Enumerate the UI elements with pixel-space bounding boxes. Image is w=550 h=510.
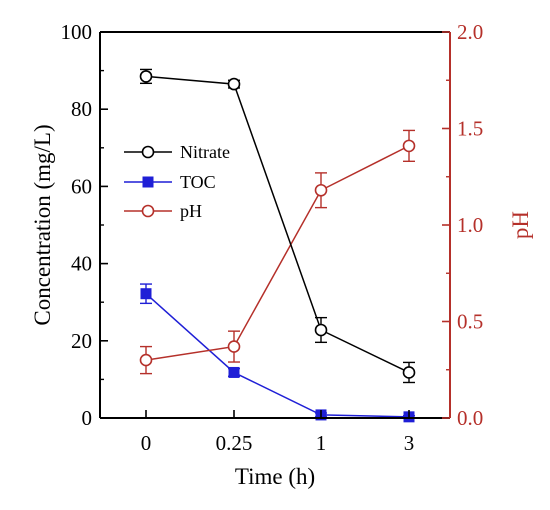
right-tick-label: 2.0 [457,20,483,44]
data-point [227,340,241,353]
legend-label: TOC [180,172,216,192]
series-ph [139,129,416,375]
legend-label: Nitrate [180,142,230,162]
x-axis-title: Time (h) [235,464,315,489]
y2-axis-title: pH [508,211,533,239]
x-tick-label: 1 [316,431,327,455]
right-tick-label: 1.5 [457,117,483,141]
data-point [141,145,155,159]
data-point [139,70,153,83]
legend-item-ph: pH [124,201,202,221]
series-line [145,293,410,418]
legend-item-toc: TOC [124,172,216,192]
legend: Nitrate TOC pH [124,142,230,221]
series-line [145,145,410,361]
right-tick-label: 0.0 [457,406,483,430]
left-tick-label: 0 [82,406,93,430]
data-point [402,366,416,379]
series-toc [140,283,415,423]
right-tick-label: 1.0 [457,213,483,237]
data-point [228,366,240,378]
left-tick-label: 60 [71,174,92,198]
data-point [314,323,328,337]
left-tick-label: 20 [71,329,92,353]
left-tick-label: 40 [71,252,92,276]
data-point [142,176,154,188]
legend-item-nitrate: Nitrate [124,142,230,162]
series-nitrate [139,68,416,384]
series-line [145,75,410,374]
data-point [227,77,241,91]
right-tick-label: 0.5 [457,310,483,334]
left-tick-label: 80 [71,97,92,121]
legend-label: pH [180,201,202,221]
x-tick-label: 0.25 [216,431,253,455]
data-point [141,204,155,218]
y-axis-title: Concentration (mg/L) [30,124,55,325]
data-point [402,139,416,153]
x-tick-label: 0 [141,431,152,455]
x-tick-label: 3 [404,431,415,455]
data-point [139,353,153,367]
data-point [140,288,152,300]
plot-area [139,68,416,423]
left-tick-label: 100 [61,20,93,44]
data-point [314,183,328,197]
axes: 0 20 40 60 80 100 0.0 0.5 1.0 1.5 2.0 0 0.25 1 3 Time (… [30,20,533,489]
